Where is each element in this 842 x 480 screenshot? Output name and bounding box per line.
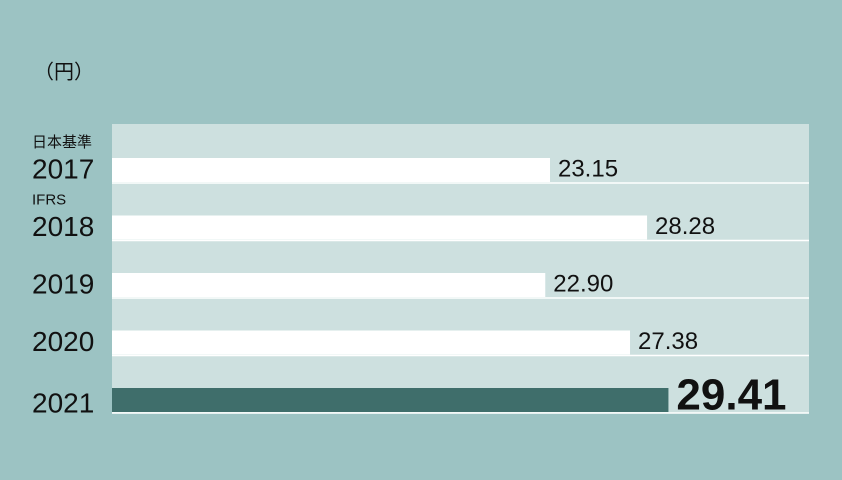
value-label: 23.15: [558, 155, 618, 182]
value-label: 27.38: [638, 328, 698, 355]
category-note: IFRS: [32, 191, 66, 208]
category-label: 2021: [32, 387, 94, 418]
category-label: 2019: [32, 268, 94, 299]
category-label: 2020: [32, 326, 94, 357]
value-label: 22.90: [553, 270, 613, 297]
category-note: 日本基準: [32, 134, 92, 151]
bar: [112, 158, 550, 182]
bar: [112, 273, 546, 297]
category-label: 2017: [32, 153, 94, 184]
bar: [112, 330, 631, 355]
category-label: 2018: [32, 211, 94, 242]
value-label: 29.41: [676, 371, 786, 420]
unit-label: （円）: [34, 60, 94, 83]
bar: [112, 388, 669, 412]
bar: [112, 215, 648, 240]
value-label: 28.28: [655, 213, 715, 240]
